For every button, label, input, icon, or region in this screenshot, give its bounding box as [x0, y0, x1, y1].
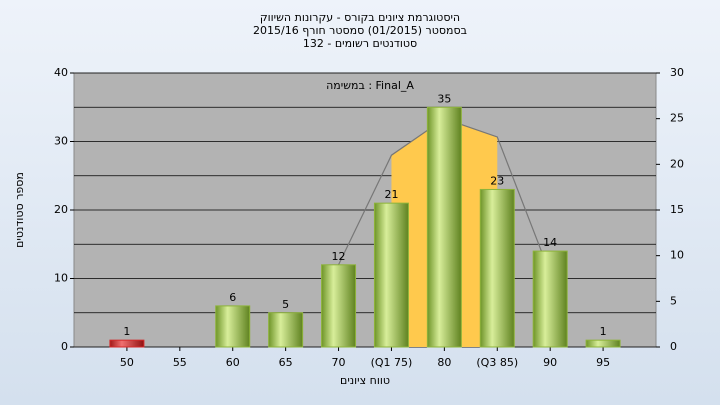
annotation: במשימה : Final_A — [326, 79, 414, 92]
chart-subtitle: בסמסטר (01/2015) סמסטר חורף 2015/16 — [253, 24, 467, 37]
bar — [479, 188, 515, 348]
y-tick-label: 40 — [54, 66, 68, 79]
x-tick-label: 90 — [543, 356, 557, 369]
value-label: 35 — [437, 92, 451, 105]
x-tick-label: 60 — [226, 356, 240, 369]
x-tick-label: (Q3 85) — [476, 356, 518, 369]
x-tick-label: 65 — [279, 356, 293, 369]
chart-subtitle: סטודנטים רשומים - 132 — [303, 37, 417, 50]
y-tick-label: 20 — [54, 203, 68, 216]
bar — [532, 250, 568, 348]
bar — [268, 312, 304, 348]
y-tick-label: 10 — [54, 272, 68, 285]
y2-tick-label: 15 — [670, 203, 684, 216]
value-label: 1 — [600, 325, 607, 338]
value-label: 1 — [123, 325, 130, 338]
y-axis-label: מספר סטודנטים — [13, 172, 26, 248]
x-tick-label: 95 — [596, 356, 610, 369]
y2-tick-label: 25 — [670, 112, 684, 125]
bar — [585, 339, 621, 348]
y-tick-label: 30 — [54, 135, 68, 148]
bar — [373, 202, 409, 348]
y2-tick-label: 10 — [670, 249, 684, 262]
bar — [215, 305, 251, 348]
x-tick-label: 70 — [332, 356, 346, 369]
value-label: 12 — [332, 250, 346, 263]
bar — [321, 264, 357, 348]
value-label: 14 — [543, 236, 557, 249]
bar — [109, 339, 145, 348]
x-tick-label: 55 — [173, 356, 187, 369]
value-label: 6 — [229, 291, 236, 304]
y2-tick-label: 0 — [670, 340, 677, 353]
chart-title: היסטוגרמת ציונים בקורס - עקרונות השיווק — [260, 11, 460, 24]
y-tick-label: 0 — [61, 340, 68, 353]
y2-tick-label: 20 — [670, 157, 684, 170]
x-tick-label: 50 — [120, 356, 134, 369]
y2-tick-label: 30 — [670, 66, 684, 79]
y2-tick-label: 5 — [670, 294, 677, 307]
x-tick-label: (Q1 75) — [371, 356, 413, 369]
x-tick-label: 80 — [437, 356, 451, 369]
value-label: 23 — [490, 174, 504, 187]
x-axis-label: טווח ציונים — [340, 374, 390, 387]
bar — [426, 106, 462, 348]
value-label: 5 — [282, 298, 289, 311]
value-label: 21 — [384, 188, 398, 201]
